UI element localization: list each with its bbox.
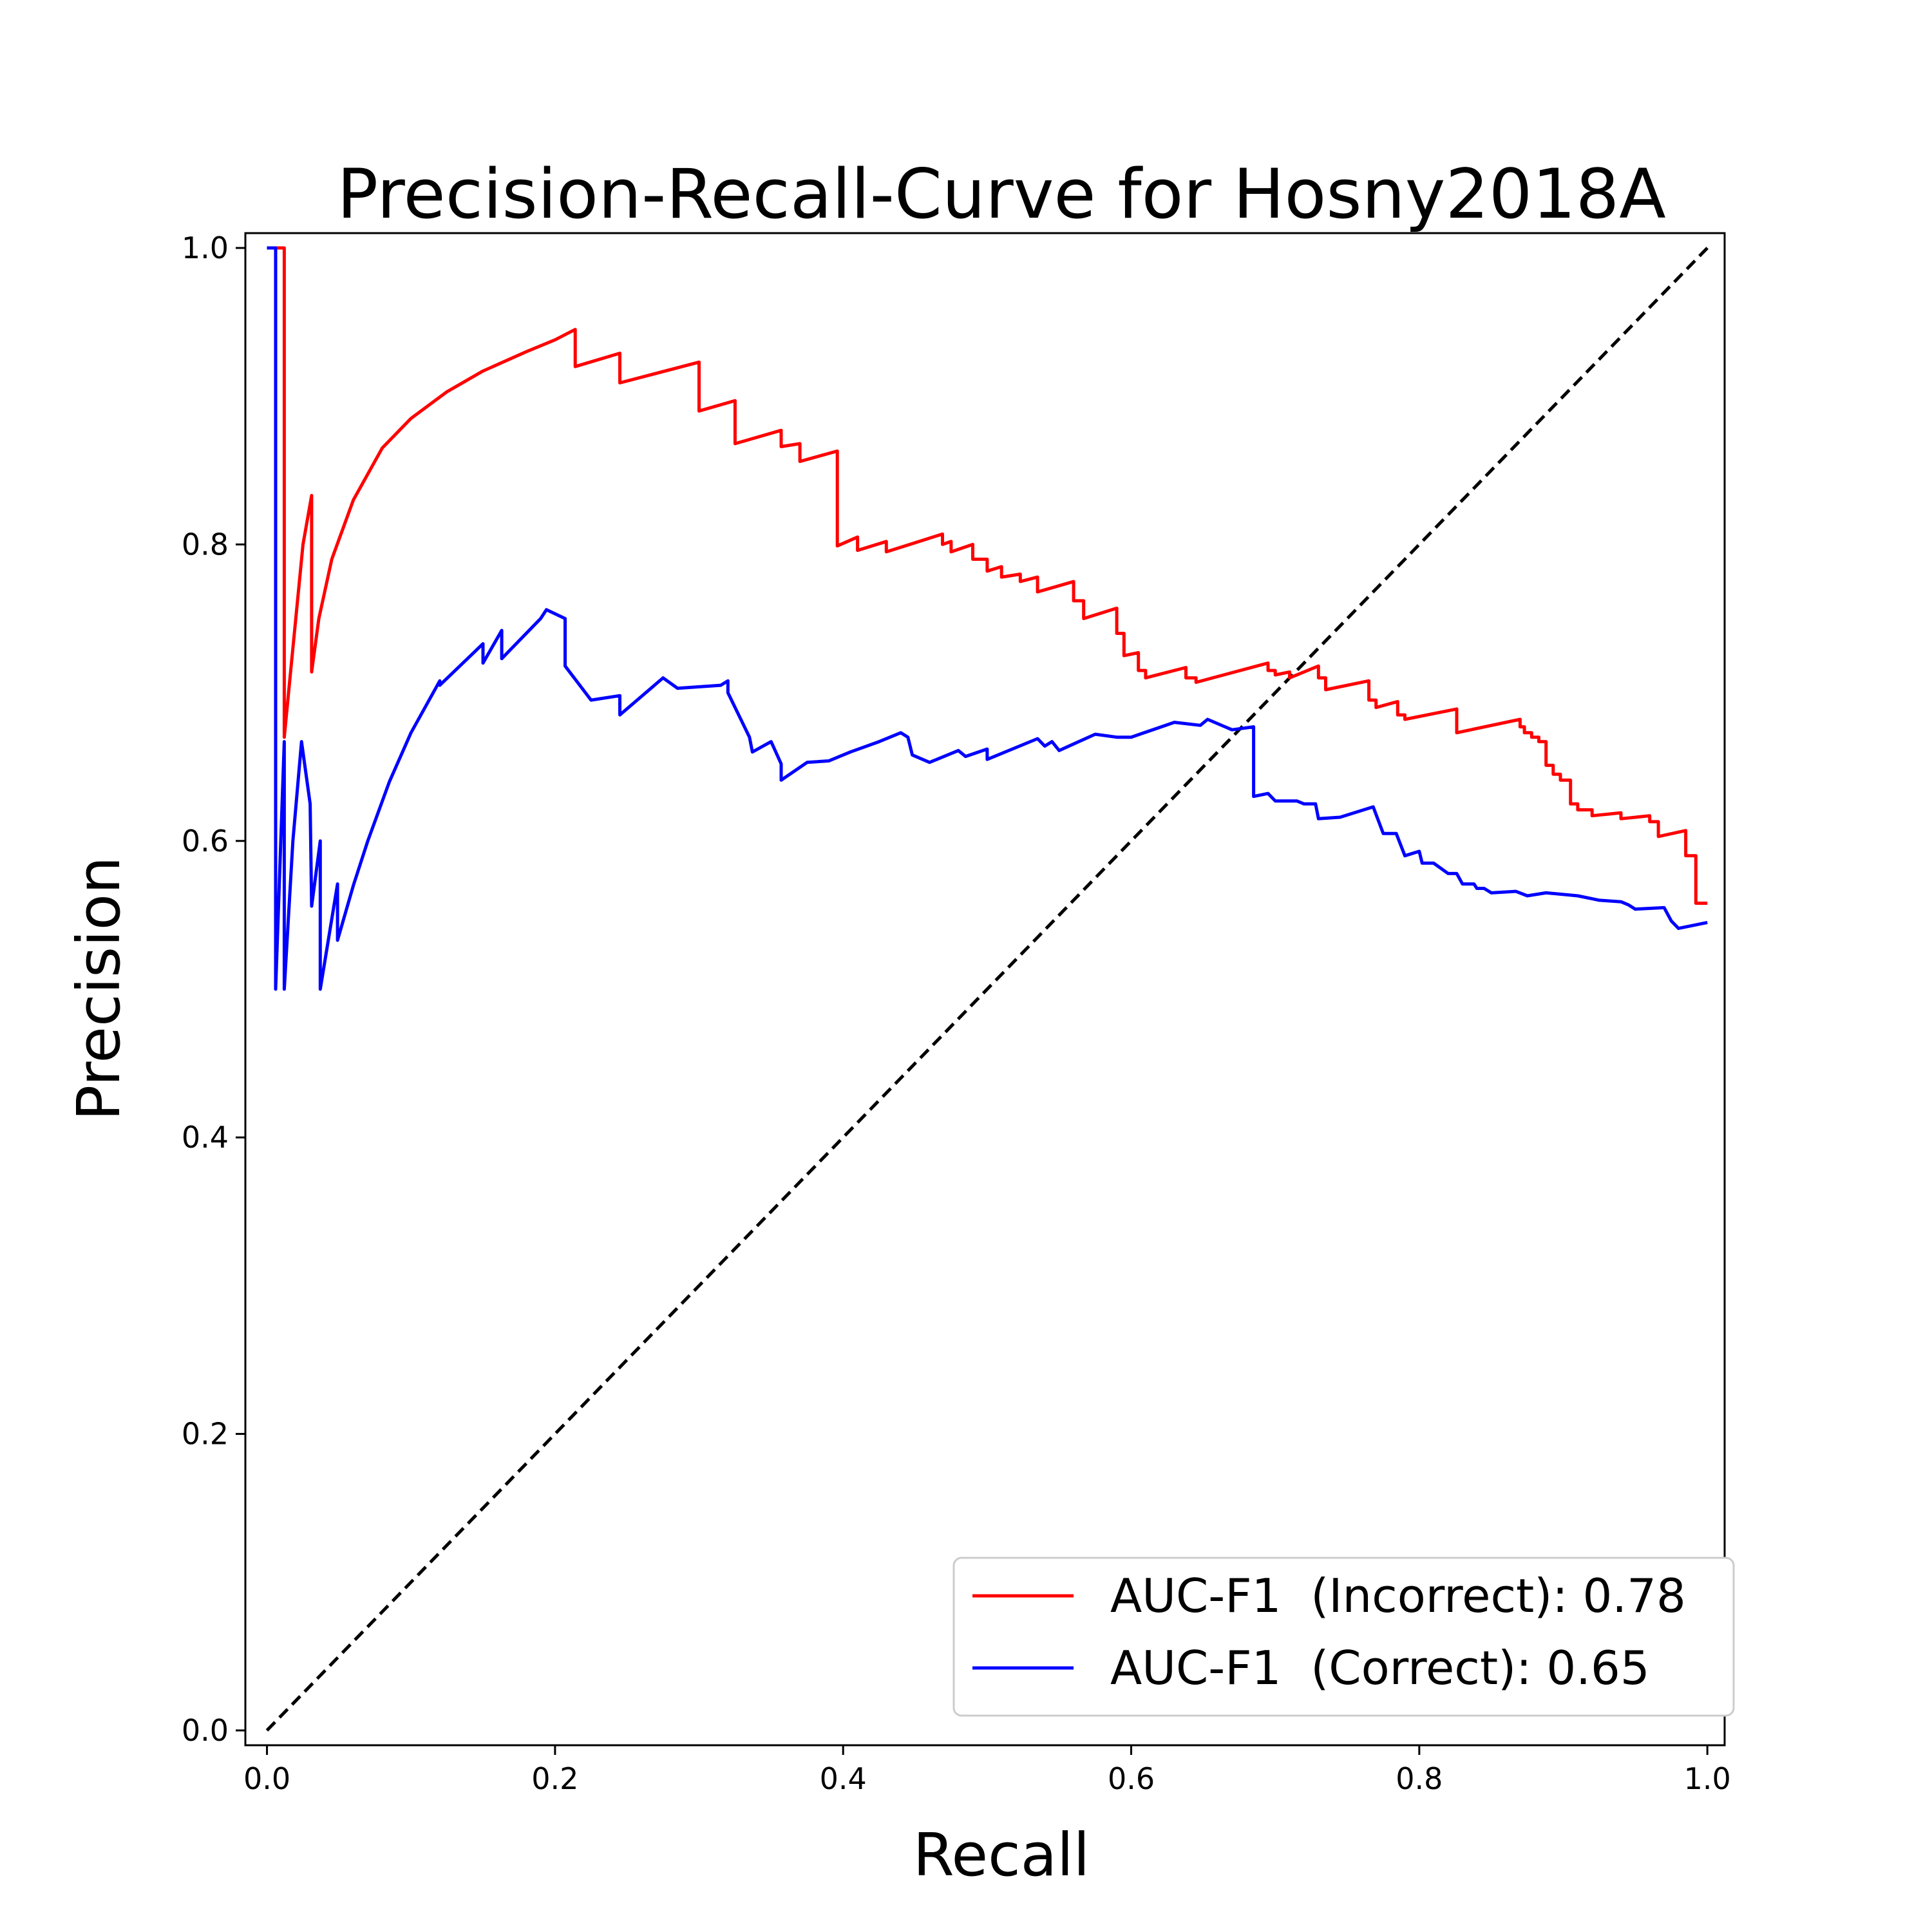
y-tick-label: 0.8 xyxy=(182,527,229,562)
y-tick-label: 0.4 xyxy=(182,1120,229,1155)
chart-title: Precision-Recall-Curve for Hosny2018A xyxy=(337,155,1666,234)
x-tick-label: 0.8 xyxy=(1396,1761,1443,1796)
y-tick-label: 0.2 xyxy=(182,1417,229,1452)
legend: AUC-F1 (Incorrect): 0.78 AUC-F1 (Correct… xyxy=(952,1557,1735,1717)
series-layer xyxy=(265,246,1709,1732)
y-axis-title: Precision xyxy=(64,857,133,1121)
x-axis-title: Recall xyxy=(913,1821,1090,1889)
x-tick-label: 0.0 xyxy=(243,1761,290,1796)
x-tick-label: 0.4 xyxy=(820,1761,867,1796)
x-tick-label: 0.2 xyxy=(531,1761,578,1796)
y-tick-label: 0.6 xyxy=(182,824,229,858)
legend-label-correct: AUC-F1 (Correct): 0.65 xyxy=(1110,1641,1650,1695)
y-axis-ticks: 0.0 0.2 0.4 0.6 0.8 1.0 xyxy=(182,231,245,1748)
chance-diagonal-line xyxy=(265,247,1709,1732)
legend-box xyxy=(952,1557,1735,1717)
correct-pr-curve xyxy=(267,246,1708,991)
legend-label-incorrect: AUC-F1 (Incorrect): 0.78 xyxy=(1110,1569,1686,1623)
incorrect-pr-curve xyxy=(267,246,1708,905)
x-tick-label: 1.0 xyxy=(1684,1761,1731,1796)
x-tick-label: 0.6 xyxy=(1108,1761,1155,1796)
y-tick-label: 0.0 xyxy=(182,1713,229,1748)
x-axis-ticks: 0.0 0.2 0.4 0.6 0.8 1.0 xyxy=(243,1745,1731,1796)
plot-frame xyxy=(244,232,1726,1747)
y-tick-label: 1.0 xyxy=(182,231,229,265)
